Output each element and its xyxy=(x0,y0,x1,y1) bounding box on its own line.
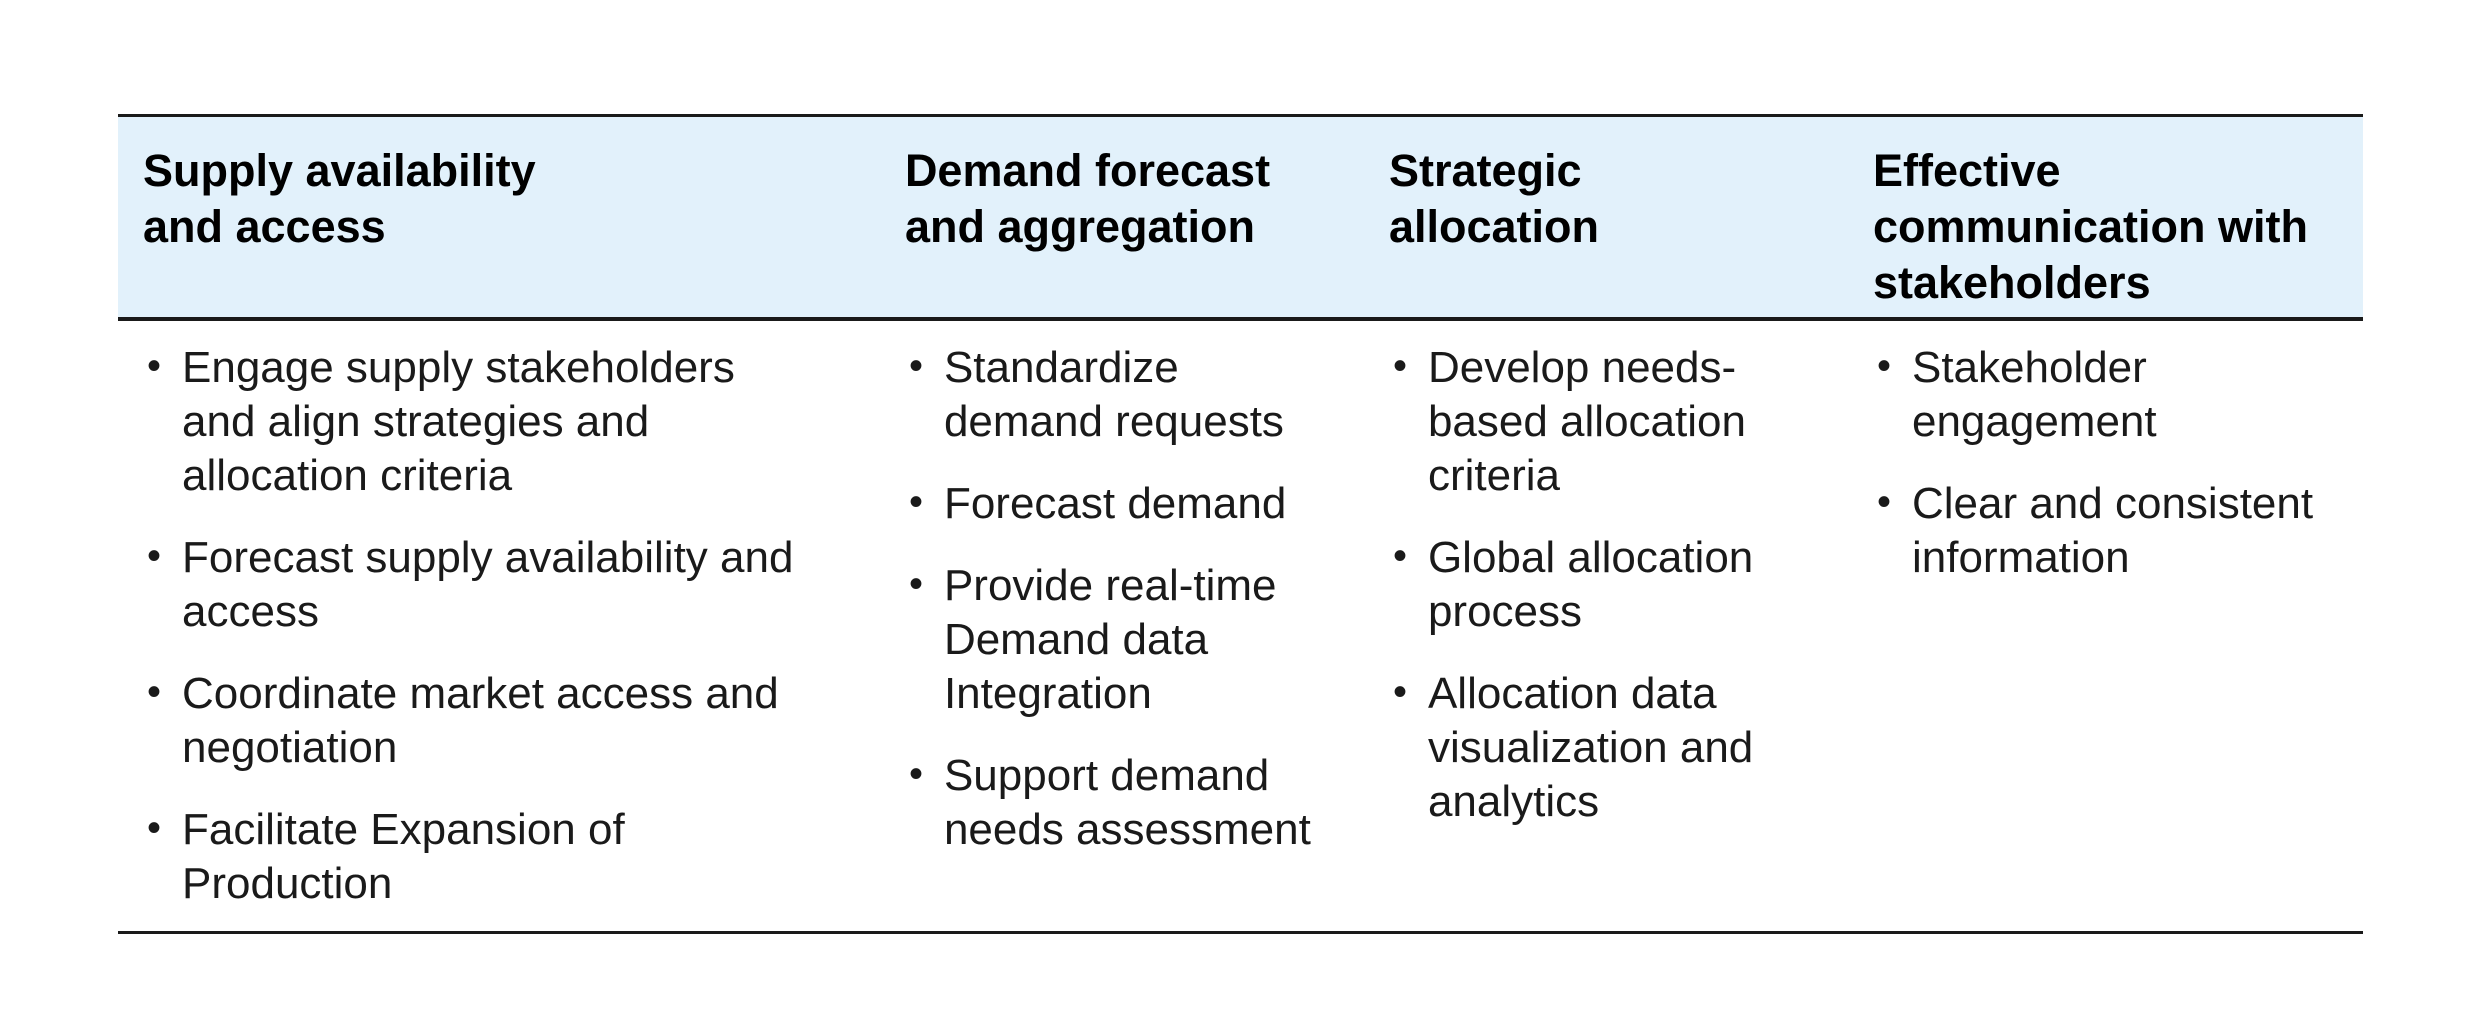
table-header-row: Supply availability and access Demand fo… xyxy=(118,117,2363,321)
table-body-row: Engage supply stakeholders and align str… xyxy=(118,321,2363,931)
header-supply-availability: Supply availability and access xyxy=(143,145,536,252)
header-effective-communication: Effective communication with stakeholder… xyxy=(1872,145,2308,308)
bullet-item: Provide real-time Demand data Integratio… xyxy=(905,557,1350,721)
bullet-item: Standardize demand requests xyxy=(905,339,1350,449)
bullet-item: Allocation data visualization and analyt… xyxy=(1389,665,1834,829)
body-cell-strategic-allocation: Develop needs- based allocation criteria… xyxy=(1364,321,1848,931)
bullet-item: Forecast demand xyxy=(905,475,1350,531)
responsibility-matrix-table: Supply availability and access Demand fo… xyxy=(118,114,2363,934)
body-cell-supply-availability: Engage supply stakeholders and align str… xyxy=(118,321,880,931)
bullet-item: Support demand needs assessment xyxy=(905,747,1350,857)
bullet-item: Coordinate market access and negotiation xyxy=(143,665,866,775)
bullet-item: Develop needs- based allocation criteria xyxy=(1389,339,1834,503)
body-cell-demand-forecast: Standardize demand requests Forecast dem… xyxy=(880,321,1364,931)
header-demand-forecast: Demand forecast and aggregation xyxy=(904,145,1271,252)
bullet-item: Forecast supply availability and access xyxy=(143,529,866,639)
body-cell-effective-communication: Stakeholder engagement Clear and consist… xyxy=(1848,321,2363,931)
bullet-item: Clear and consistent information xyxy=(1873,475,2349,585)
bullet-item: Facilitate Expansion of Production xyxy=(143,801,866,911)
bullet-list: Stakeholder engagement Clear and consist… xyxy=(1873,339,2349,585)
bullet-item: Stakeholder engagement xyxy=(1873,339,2349,449)
bullet-list: Engage supply stakeholders and align str… xyxy=(143,339,866,911)
bullet-list: Standardize demand requests Forecast dem… xyxy=(905,339,1350,857)
bullet-item: Engage supply stakeholders and align str… xyxy=(143,339,866,503)
header-strategic-allocation: Strategic allocation xyxy=(1388,145,1599,252)
bullet-list: Develop needs- based allocation criteria… xyxy=(1389,339,1834,829)
bullet-item: Global allocation process xyxy=(1389,529,1834,639)
